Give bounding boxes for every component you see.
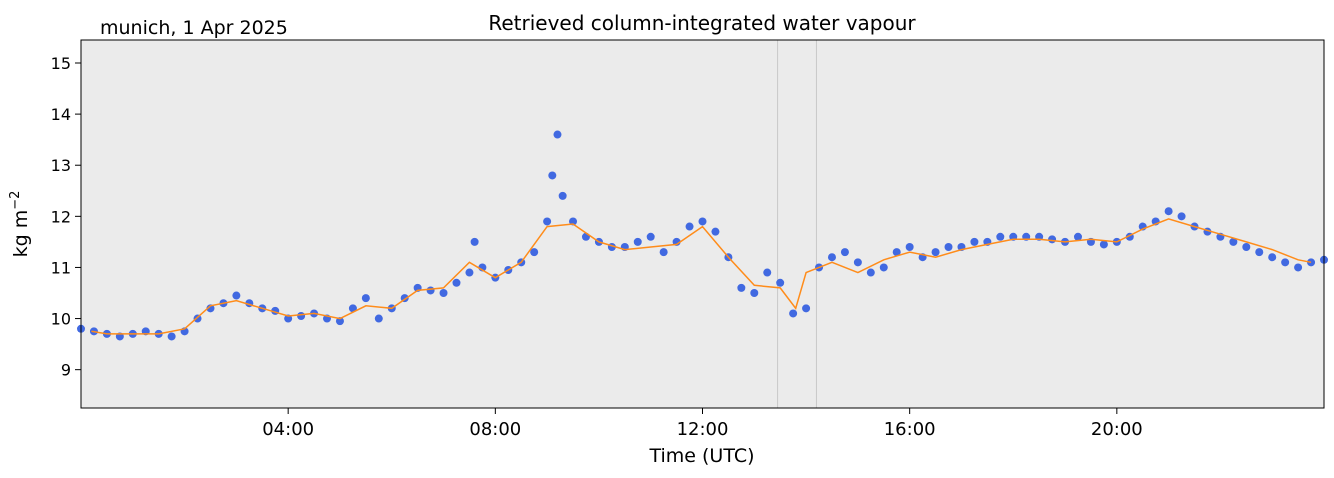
smoothed-line-layer <box>91 218 1312 335</box>
y-axis-label-group: kg m−2 <box>8 191 32 258</box>
data-point <box>543 217 552 226</box>
data-point <box>750 289 759 297</box>
data-point <box>1164 207 1173 216</box>
data-point <box>659 248 668 257</box>
data-point <box>776 278 785 287</box>
chart-title: Retrieved column-integrated water vapour <box>488 11 916 35</box>
data-point <box>944 243 953 251</box>
data-point <box>1229 237 1238 246</box>
data-point <box>167 332 176 341</box>
y-tick-label: 10 <box>51 310 71 329</box>
data-point <box>1048 235 1057 244</box>
data-point <box>931 248 940 257</box>
x-tick-label: 12:00 <box>677 419 729 440</box>
x-tick-label: 08:00 <box>469 419 521 440</box>
data-point <box>1099 240 1108 249</box>
data-point <box>569 217 578 226</box>
data-point <box>685 222 694 231</box>
data-point <box>789 309 798 318</box>
data-point <box>879 263 888 272</box>
data-point <box>840 248 849 257</box>
data-point <box>206 304 215 313</box>
x-axis-label: Time (UTC) <box>648 445 754 467</box>
data-point <box>711 227 720 236</box>
y-tick-label: 13 <box>51 156 71 175</box>
chart-subtitle: munich, 1 Apr 2025 <box>100 17 288 39</box>
x-tick-label: 16:00 <box>884 419 936 440</box>
data-point <box>348 304 357 313</box>
data-point <box>646 232 655 241</box>
data-point <box>335 317 344 326</box>
data-point <box>193 314 202 323</box>
data-point <box>763 268 772 277</box>
y-tick-label: 14 <box>51 105 71 124</box>
data-point <box>633 237 642 246</box>
data-point <box>853 258 862 267</box>
y-tick-label: 9 <box>61 361 71 380</box>
data-point <box>439 289 448 297</box>
data-point <box>1255 248 1264 257</box>
data-point <box>905 243 914 251</box>
x-axis: 04:00 08:00 12:00 16:00 20:00 <box>262 408 1143 440</box>
data-point <box>737 283 746 292</box>
y-tick-label: 12 <box>51 207 71 226</box>
data-point <box>827 253 836 262</box>
data-point <box>470 237 479 246</box>
data-point <box>1242 243 1251 251</box>
vertical-markers <box>777 40 817 408</box>
y-axis-label-exponent: −2 <box>8 191 23 210</box>
data-point <box>452 278 461 287</box>
y-tick-label: 11 <box>51 258 71 277</box>
data-point <box>1073 232 1082 241</box>
data-point <box>581 232 590 241</box>
data-point <box>232 291 241 300</box>
data-point <box>530 248 539 257</box>
data-point <box>1281 258 1290 267</box>
data-point <box>996 232 1005 241</box>
data-point <box>970 237 979 246</box>
data-point <box>426 286 435 295</box>
data-point <box>1294 263 1303 272</box>
data-point <box>548 171 557 180</box>
data-point <box>698 217 707 226</box>
smoothed-line <box>91 218 1312 335</box>
data-point <box>553 130 562 139</box>
x-tick-label: 04:00 <box>262 419 314 440</box>
data-point <box>558 191 567 200</box>
data-point <box>465 268 474 277</box>
y-axis: 9 10 11 12 13 14 15 <box>51 54 81 380</box>
data-point <box>1177 212 1186 221</box>
data-point <box>802 304 811 313</box>
y-tick-label: 15 <box>51 54 71 73</box>
data-point <box>892 248 901 257</box>
data-point <box>374 314 383 323</box>
data-point <box>866 268 875 277</box>
x-tick-label: 20:00 <box>1091 419 1143 440</box>
data-point <box>361 294 370 303</box>
data-point <box>1268 253 1277 262</box>
data-point <box>297 312 306 320</box>
y-axis-label: kg m <box>10 210 32 258</box>
